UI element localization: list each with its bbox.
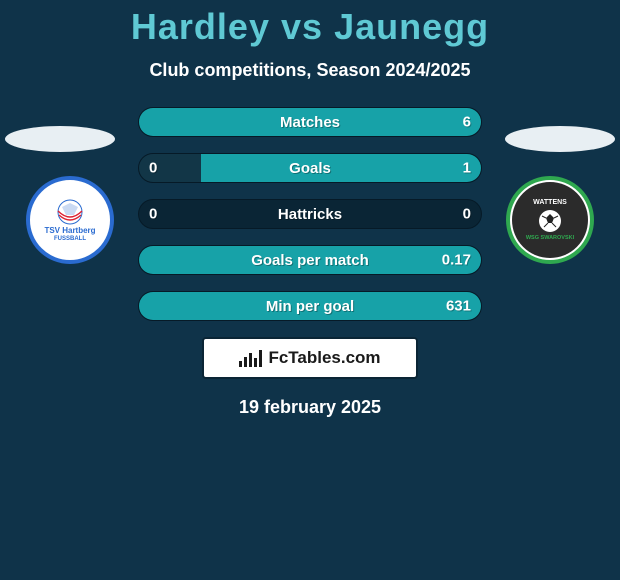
vs-word: vs <box>281 6 323 47</box>
page-title: Hardley vs Jaunegg <box>0 0 620 48</box>
team-right-line1: WATTENS <box>533 199 567 207</box>
stat-value-right: 0.17 <box>442 252 471 269</box>
brand-text: FcTables.com <box>268 348 380 368</box>
player-left-name: Hardley <box>131 6 270 47</box>
stat-row: 0 1 Goals <box>138 153 482 183</box>
stat-label: Goals <box>289 160 331 177</box>
comparison-card: Hardley vs Jaunegg Club competitions, Se… <box>0 0 620 580</box>
player-right-name: Jaunegg <box>334 6 489 47</box>
team-left-badge: TSV Hartberg FUSSBALL <box>26 176 114 264</box>
subtitle: Club competitions, Season 2024/2025 <box>0 60 620 81</box>
team-left-badge-inner: TSV Hartberg FUSSBALL <box>32 182 108 258</box>
stat-row: 6 Matches <box>138 107 482 137</box>
team-left-line2: FUSSBALL <box>54 236 86 243</box>
team-left-line1: TSV Hartberg <box>44 227 95 236</box>
team-right-badge-inner: WATTENS WSG SWAROVSKI <box>512 182 588 258</box>
stat-value-right: 1 <box>463 160 471 177</box>
soccer-ball-icon <box>48 197 92 227</box>
bar-chart-icon <box>239 350 262 367</box>
right-ellipse-shadow <box>505 126 615 152</box>
date-label: 19 february 2025 <box>0 397 620 418</box>
stat-value-left: 0 <box>149 160 157 177</box>
stat-fill-right <box>201 154 481 182</box>
stat-value-left: 0 <box>149 206 157 223</box>
stat-value-right: 0 <box>463 206 471 223</box>
stat-label: Matches <box>280 114 340 131</box>
stat-value-right: 631 <box>446 298 471 315</box>
stat-label: Hattricks <box>278 206 342 223</box>
stat-row: 0 0 Hattricks <box>138 199 482 229</box>
stat-value-right: 6 <box>463 114 471 131</box>
brand-box[interactable]: FcTables.com <box>202 337 418 379</box>
team-right-badge: WATTENS WSG SWAROVSKI <box>506 176 594 264</box>
team-right-line2: WSG SWAROVSKI <box>526 235 574 241</box>
stat-row: 0.17 Goals per match <box>138 245 482 275</box>
stat-label: Min per goal <box>266 298 354 315</box>
stat-row: 631 Min per goal <box>138 291 482 321</box>
soccer-ball-icon <box>530 207 570 235</box>
left-ellipse-shadow <box>5 126 115 152</box>
stat-label: Goals per match <box>251 252 369 269</box>
stats-container: 6 Matches 0 1 Goals 0 0 Hattricks 0.17 Goals per … <box>138 107 482 321</box>
